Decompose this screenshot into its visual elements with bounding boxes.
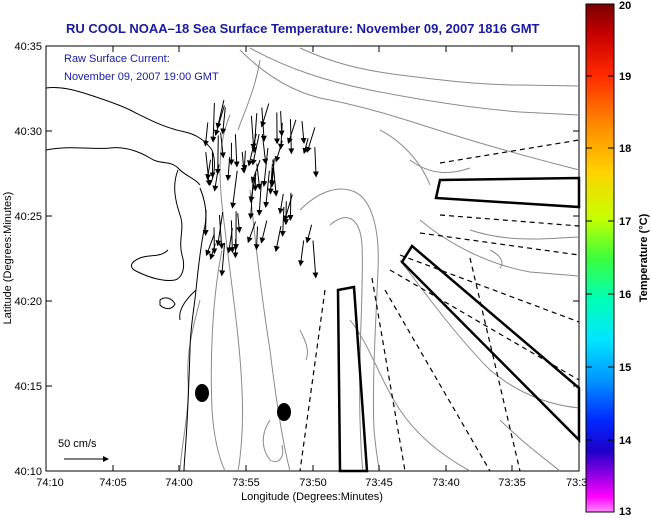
current-vector: [247, 221, 256, 244]
colorbar-tick: 13: [619, 506, 631, 518]
station-marker: [195, 384, 209, 402]
x-tick-label: 73:35: [498, 477, 526, 489]
current-vector: [250, 159, 261, 184]
y-tick-label: 40:30: [14, 126, 42, 138]
current-vector: [230, 170, 238, 209]
current-vector: [220, 107, 227, 135]
colorbar-tick: 20: [619, 0, 631, 12]
scale-label: 50 cm/s: [58, 438, 97, 450]
colorbar-tick: 18: [619, 143, 631, 155]
colorbar-tick: 14: [619, 435, 632, 447]
current-vector: [277, 193, 284, 215]
temperature-colorbar: 20 19 18 17 16 15 14 13 Temperature (°C): [585, 0, 650, 518]
colorbar-tick: 16: [619, 289, 631, 301]
current-vector: [212, 164, 220, 192]
colorbar-tick: 15: [619, 362, 631, 374]
y-axis: [46, 45, 579, 472]
current-vector: [236, 213, 243, 234]
current-vector: [202, 122, 209, 147]
x-axis-label: Longitude (Degrees:Minutes): [241, 491, 383, 503]
current-vector: [263, 170, 270, 208]
y-tick-label: 40:20: [14, 296, 42, 308]
current-vector: [260, 107, 267, 142]
current-vector: [312, 240, 319, 279]
radar-beams: [336, 176, 581, 473]
plot-area: Raw Surface Current: November 09, 2007 1…: [45, 45, 581, 473]
current-vector: [302, 138, 309, 155]
current-vector: [269, 167, 276, 188]
current-vector: [218, 214, 225, 250]
x-tick-label: 73:45: [365, 477, 393, 489]
x-tick-label: 74:05: [99, 477, 127, 489]
map-title: RU COOL NOAA–18 Sea Surface Temperature:…: [66, 21, 540, 36]
current-vector: [210, 102, 217, 143]
current-vector: [305, 127, 316, 153]
colorbar-tick: 17: [619, 216, 631, 228]
current-vector: [240, 151, 247, 174]
x-axis: [45, 46, 513, 471]
current-vector: [312, 147, 319, 178]
current-vector: [274, 140, 283, 163]
current-vectors: [202, 99, 319, 279]
y-tick-label: 40:35: [14, 41, 42, 53]
current-vector: [287, 119, 297, 145]
current-vector: [209, 243, 216, 260]
bathymetry-contours: [179, 47, 580, 472]
current-vector: [287, 192, 294, 221]
x-tick-label: 73:55: [232, 477, 260, 489]
x-tick-label: 73:40: [432, 477, 460, 489]
current-vector: [214, 135, 221, 175]
x-tick-label: 74:00: [165, 477, 193, 489]
current-vector: [298, 240, 305, 267]
current-vector: [273, 226, 282, 253]
station-marker: [277, 403, 291, 421]
current-vector: [229, 220, 236, 254]
current-vector: [205, 234, 215, 257]
current-vector: [219, 132, 226, 159]
current-vector: [253, 226, 260, 251]
y-axis-label: Latitude (Degrees:Minutes): [2, 192, 14, 325]
current-timestamp: November 09, 2007 19:00 GMT: [64, 71, 219, 83]
current-label: Raw Surface Current:: [64, 53, 170, 65]
x-tick-label: 74:10: [36, 477, 64, 489]
colorbar-label: Temperature (°C): [638, 213, 650, 302]
scale-vector: 50 cm/s: [58, 438, 109, 462]
current-vector: [205, 152, 212, 187]
current-vector: [259, 220, 268, 244]
current-vector: [215, 99, 225, 130]
current-vector: [241, 150, 248, 172]
current-vector: [261, 147, 269, 187]
y-tick-label: 40:10: [14, 466, 42, 478]
y-tick-label: 40:15: [14, 381, 42, 393]
colorbar-tick: 19: [619, 71, 631, 83]
y-tick-label: 40:25: [14, 211, 42, 223]
current-vector: [300, 121, 307, 144]
current-vector: [214, 105, 225, 136]
x-tick-label: 73:50: [299, 477, 327, 489]
x-tick-label: 73:3: [566, 477, 587, 489]
current-vector: [305, 224, 313, 244]
current-vector: [233, 134, 240, 168]
current-vector: [250, 115, 257, 150]
